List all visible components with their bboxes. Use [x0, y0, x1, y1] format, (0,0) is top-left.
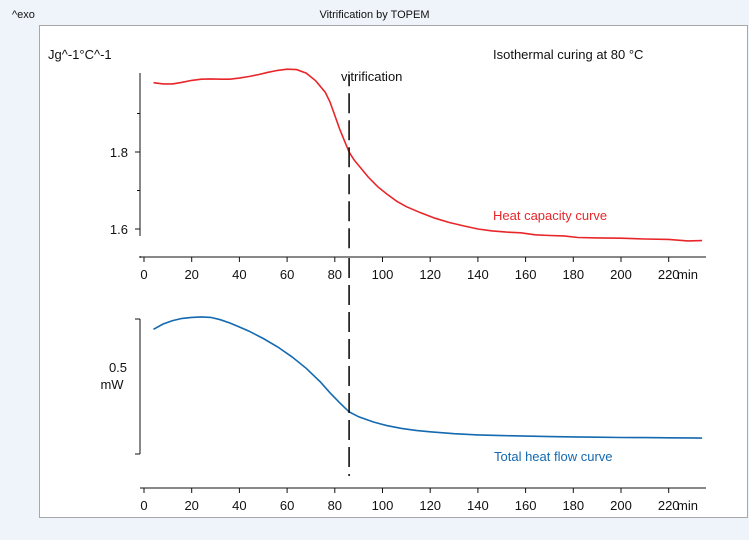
total-heat-flow-curve-label: Total heat flow curve [494, 449, 613, 464]
top-series [153, 68, 703, 249]
top-x-tick-label: 60 [280, 267, 294, 282]
top-x-tick-label: 200 [610, 267, 632, 282]
bottom-x-tick-label: 160 [515, 498, 537, 513]
top-x-tick-label: 0 [140, 267, 147, 282]
top-x-tick-label: 180 [562, 267, 584, 282]
top-xlabel: min [677, 267, 698, 282]
top-x-tick-label: 160 [515, 267, 537, 282]
bottom-x-tick-label: 140 [467, 498, 489, 513]
bottom-x-tick-label: 40 [232, 498, 246, 513]
bottom-x-tick-label: 100 [372, 498, 394, 513]
top-y-tick-label: 1.6 [110, 222, 128, 237]
bottom-x-tick-label: 200 [610, 498, 632, 513]
top-x-tick-label: 140 [467, 267, 489, 282]
top-x-tick-label: 120 [419, 267, 441, 282]
bottom-x-tick-label: 20 [184, 498, 198, 513]
figure-title: Vitrification by TOPEM [319, 9, 430, 21]
vitrification-label: vitrification [341, 69, 402, 84]
top-x-tick-label: 20 [184, 267, 198, 282]
bottom-x-tick-label: 220 [658, 498, 680, 513]
top-x-tick-label: 40 [232, 267, 246, 282]
bottom-x-tick-label: 60 [280, 498, 294, 513]
top-x-tick-label: 100 [372, 267, 394, 282]
top-x-tick-label: 80 [328, 267, 342, 282]
heat-capacity-series-line [153, 68, 703, 242]
heat-flow-chart: 0.5 mW Total heat flow curve min 0 20 40 60… [100, 258, 706, 513]
bottom-xlabel: min [677, 498, 698, 513]
bottom-x-ticks: 0 20 40 60 80 100 120 140 160 180 200 220 [140, 488, 680, 513]
top-ylabel: Jg^-1°C^-1 [48, 47, 112, 62]
total-heat-flow-series-line [153, 316, 703, 439]
heat-capacity-chart: Jg^-1°C^-1 Isothermal curing at 80 °C vi… [48, 47, 706, 282]
chart-svg: Jg^-1°C^-1 Isothermal curing at 80 °C vi… [48, 47, 706, 513]
bottom-ylabel-unit: mW [100, 377, 124, 392]
top-y-tick-label: 1.8 [110, 145, 128, 160]
heat-capacity-curve-label: Heat capacity curve [493, 208, 607, 223]
top-x-tick-label: 220 [658, 267, 680, 282]
top-x-ticks: 0 20 40 60 80 100 120 140 160 180 200 220 [140, 257, 680, 282]
chart-panel: Jg^-1°C^-1 Isothermal curing at 80 °C vi… [39, 25, 748, 518]
bottom-series [153, 258, 703, 476]
top-chart-title: Isothermal curing at 80 °C [493, 47, 643, 62]
bottom-x-tick-label: 0 [140, 498, 147, 513]
top-y-ticks: 1.6 1.8 [110, 113, 140, 237]
bottom-x-tick-label: 180 [562, 498, 584, 513]
exo-direction-label: ^exo [12, 9, 35, 21]
bottom-ylabel-value: 0.5 [109, 360, 127, 375]
bottom-x-tick-label: 80 [328, 498, 342, 513]
bottom-x-tick-label: 120 [419, 498, 441, 513]
